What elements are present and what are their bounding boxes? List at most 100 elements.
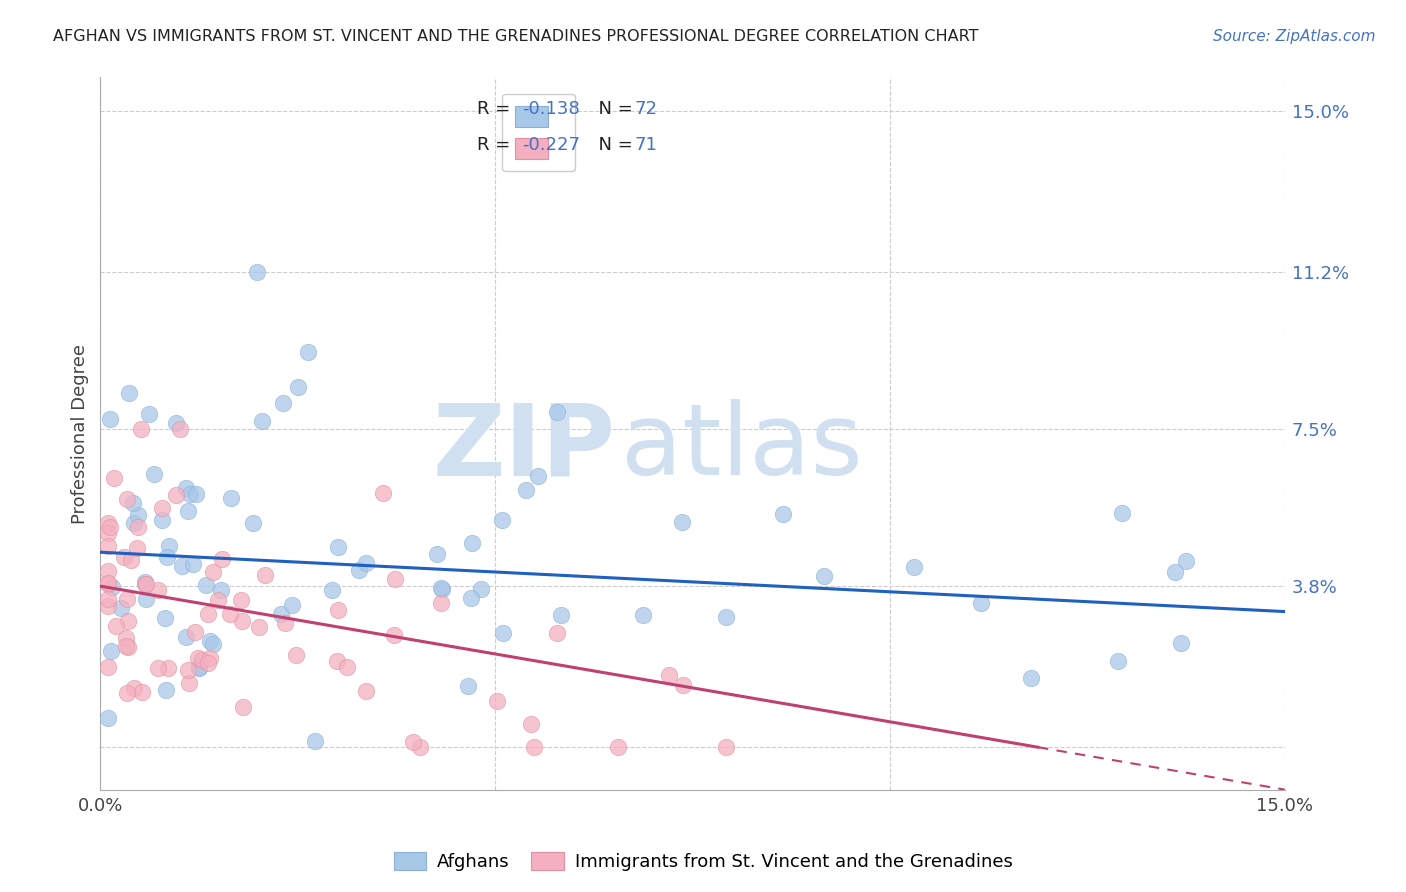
Point (150, 513, 173, 527)
Point (246, 265, 269, 279)
Point (409, 740, 432, 755)
Point (165, 416, 187, 430)
Point (384, 572, 406, 586)
Point (254, 568, 277, 582)
Point (112, 549, 135, 564)
Point (134, 577, 156, 591)
Point (129, 422, 152, 436)
Point (281, 598, 304, 612)
Point (97, 591, 120, 606)
Point (198, 651, 221, 665)
Point (273, 616, 295, 631)
Point (209, 583, 232, 598)
Point (135, 591, 157, 606)
Point (470, 582, 492, 597)
Point (98, 411, 121, 425)
Point (285, 648, 308, 662)
Point (384, 627, 406, 641)
Point (430, 596, 453, 610)
Point (903, 559, 925, 574)
Point (122, 681, 145, 696)
Point (153, 611, 176, 625)
Point (219, 607, 242, 621)
Point (125, 541, 148, 555)
Point (515, 483, 537, 498)
Point (211, 551, 233, 566)
Point (486, 694, 509, 708)
Text: -0.138: -0.138 (522, 101, 579, 119)
Point (270, 607, 292, 622)
Point (287, 380, 309, 394)
Point (103, 471, 125, 485)
Point (219, 491, 242, 505)
Point (124, 516, 146, 530)
Point (183, 625, 205, 640)
Point (115, 631, 138, 645)
Point (401, 734, 423, 748)
Point (194, 578, 217, 592)
Point (169, 422, 191, 436)
Point (127, 508, 149, 523)
Point (371, 486, 394, 500)
Point (134, 575, 156, 590)
Point (271, 396, 294, 410)
Point (186, 487, 208, 501)
Point (177, 663, 200, 677)
Point (138, 408, 160, 422)
Point (188, 661, 211, 675)
Point (165, 488, 187, 502)
Point (813, 569, 835, 583)
Point (671, 515, 693, 529)
Point (172, 558, 194, 573)
Text: Source: ZipAtlas.com: Source: ZipAtlas.com (1212, 29, 1375, 44)
Point (326, 540, 349, 554)
Point (187, 651, 209, 665)
Point (97, 711, 120, 725)
Point (336, 660, 359, 674)
Point (229, 593, 252, 607)
Point (356, 557, 378, 571)
Point (207, 592, 229, 607)
Point (190, 653, 212, 667)
Text: 72: 72 (634, 101, 658, 119)
Point (122, 496, 145, 510)
Point (321, 583, 343, 598)
Point (179, 676, 201, 690)
Text: AFGHAN VS IMMIGRANTS FROM ST. VINCENT AND THE GRENADINES PROFESSIONAL DEGREE COR: AFGHAN VS IMMIGRANTS FROM ST. VINCENT AN… (53, 29, 979, 44)
Point (250, 414, 273, 428)
Point (97, 539, 120, 553)
Point (631, 608, 654, 623)
Point (201, 566, 224, 580)
Point (1107, 654, 1129, 668)
Point (97, 525, 120, 540)
Point (1164, 566, 1187, 580)
Text: atlas: atlas (621, 400, 863, 496)
Point (120, 552, 142, 566)
Point (491, 513, 513, 527)
Point (231, 614, 253, 628)
Point (1111, 507, 1133, 521)
Point (242, 516, 264, 531)
Point (526, 468, 548, 483)
Point (115, 592, 138, 607)
Point (179, 487, 201, 501)
Point (347, 563, 370, 577)
Point (97, 516, 120, 530)
Point (546, 626, 568, 640)
Point (671, 678, 693, 692)
Point (176, 504, 198, 518)
Point (430, 581, 453, 595)
Point (97, 599, 120, 614)
Point (1170, 636, 1192, 650)
Point (97, 577, 120, 591)
Point (146, 583, 169, 598)
Point (492, 625, 515, 640)
Point (461, 536, 484, 550)
Point (197, 607, 219, 622)
Point (304, 733, 326, 747)
Point (772, 507, 794, 521)
Text: -0.227: -0.227 (522, 136, 581, 154)
Point (457, 679, 479, 693)
Point (150, 501, 173, 516)
Point (100, 643, 122, 657)
